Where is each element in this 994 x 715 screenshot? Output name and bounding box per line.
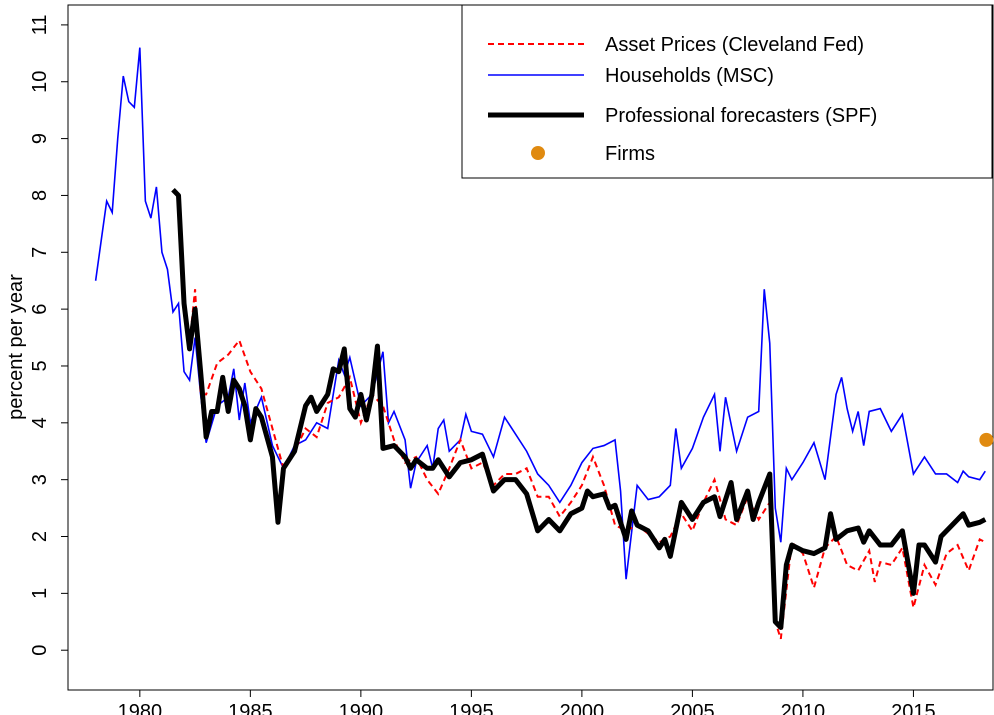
x-tick-label: 1980 (118, 701, 163, 715)
x-tick-label: 1985 (228, 701, 273, 715)
legend-marker (531, 146, 545, 160)
y-tick-label: 11 (29, 15, 51, 36)
x-tick-label: 2000 (560, 701, 605, 715)
y-tick-label: 4 (29, 417, 51, 428)
firms-point (979, 432, 994, 447)
x-tick-label: 1990 (339, 701, 384, 715)
legend-label: Households (MSC) (605, 65, 774, 87)
series-group (94, 47, 994, 640)
y-axis-title: percent per year (5, 274, 27, 420)
legend: Asset Prices (Cleveland Fed) Households (… (461, 4, 993, 179)
y-tick-label: 10 (29, 71, 51, 93)
x-tick-label: 2015 (891, 701, 936, 715)
y-tick-label: 6 (29, 304, 51, 315)
legend-label: Firms (605, 143, 655, 165)
legend-label: Asset Prices (Cleveland Fed) (605, 34, 864, 56)
series-line (183, 289, 986, 640)
y-tick-label: 8 (29, 190, 51, 201)
y-tick-label: 3 (29, 474, 51, 485)
y-tick-label: 1 (29, 588, 51, 599)
y-tick-label: 9 (29, 133, 51, 144)
y-tick-label: 7 (29, 247, 51, 258)
legend-box (461, 4, 993, 179)
y-tick-label: 5 (29, 360, 51, 371)
x-tick-label: 2005 (670, 701, 715, 715)
x-tick-label: 1995 (449, 701, 494, 715)
legend-label: Professional forecasters (SPF) (605, 105, 877, 127)
y-tick-label: 2 (29, 531, 51, 542)
series-line (171, 188, 987, 630)
y-tick-label: 0 (29, 645, 51, 656)
x-tick-label: 2010 (781, 701, 826, 715)
